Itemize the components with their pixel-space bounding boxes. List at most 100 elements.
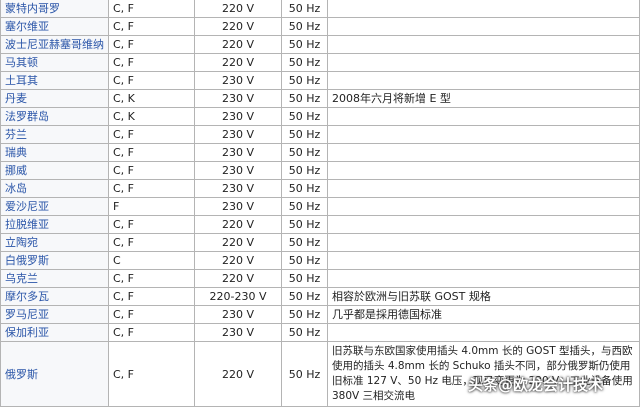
voltage-cell: 220 V — [194, 251, 282, 270]
country-cell: 拉脱维亚 — [0, 215, 109, 234]
country-cell: 摩尔多瓦 — [0, 287, 109, 306]
voltage-cell: 230 V — [194, 71, 282, 90]
note-cell — [327, 53, 640, 72]
frequency-cell: 50 Hz — [281, 71, 328, 90]
voltage-cell: 220 V — [194, 233, 282, 252]
table-row: 瑞典 C, F 230 V 50 Hz — [0, 143, 640, 162]
table-row: 挪威 C, F 230 V 50 Hz — [0, 161, 640, 180]
country-link[interactable]: 拉脱维亚 — [5, 218, 49, 231]
frequency-cell: 50 Hz — [281, 215, 328, 234]
note-cell — [327, 107, 640, 126]
country-link[interactable]: 爱沙尼亚 — [5, 200, 49, 213]
table-row: 塞尔维亚 C, F 220 V 50 Hz — [0, 17, 640, 36]
country-link[interactable]: 波士尼亚赫塞哥维纳 — [5, 38, 104, 51]
table-row: 蒙特内哥罗 C, F 220 V 50 Hz — [0, 0, 640, 18]
plug-type-cell: C, F — [108, 17, 195, 36]
voltage-cell: 230 V — [194, 107, 282, 126]
table-row: 丹麦 C, K 230 V 50 Hz 2008年六月将新增 E 型 — [0, 89, 640, 108]
voltage-cell: 220 V — [194, 341, 282, 407]
country-link[interactable]: 乌克兰 — [5, 272, 38, 285]
voltage-cell: 220-230 V — [194, 287, 282, 306]
country-cell: 立陶宛 — [0, 233, 109, 252]
plug-type-cell: C, F — [108, 71, 195, 90]
country-link[interactable]: 摩尔多瓦 — [5, 290, 49, 303]
table-row: 乌克兰 C, F 220 V 50 Hz — [0, 269, 640, 288]
voltage-cell: 220 V — [194, 35, 282, 54]
table-row: 罗马尼亚 C, F 230 V 50 Hz 几乎都是採用德国标准 — [0, 305, 640, 324]
country-link[interactable]: 丹麦 — [5, 92, 27, 105]
plug-type-cell: C, F — [108, 179, 195, 198]
voltage-cell: 230 V — [194, 197, 282, 216]
country-link[interactable]: 马其顿 — [5, 56, 38, 69]
plug-type-cell: C, F — [108, 143, 195, 162]
frequency-cell: 50 Hz — [281, 89, 328, 108]
country-cell: 俄罗斯 — [0, 341, 109, 407]
table-row: 马其顿 C, F 220 V 50 Hz — [0, 53, 640, 72]
country-link[interactable]: 蒙特内哥罗 — [5, 2, 60, 15]
country-cell: 丹麦 — [0, 89, 109, 108]
country-cell: 土耳其 — [0, 71, 109, 90]
country-cell: 瑞典 — [0, 143, 109, 162]
country-link[interactable]: 俄罗斯 — [5, 367, 38, 381]
country-link[interactable]: 冰岛 — [5, 182, 27, 195]
note-cell: 相容於欧洲与旧苏联 GOST 规格 — [327, 287, 640, 306]
country-link[interactable]: 白俄罗斯 — [5, 254, 49, 267]
plug-type-cell: C, F — [108, 233, 195, 252]
plug-type-cell: F — [108, 197, 195, 216]
table-row: 摩尔多瓦 C, F 220-230 V 50 Hz 相容於欧洲与旧苏联 GOST 规格 — [0, 287, 640, 306]
country-link[interactable]: 立陶宛 — [5, 236, 38, 249]
voltage-cell: 230 V — [194, 161, 282, 180]
country-cell: 保加利亚 — [0, 323, 109, 342]
country-link[interactable]: 罗马尼亚 — [5, 308, 49, 321]
voltage-cell: 230 V — [194, 125, 282, 144]
country-cell: 爱沙尼亚 — [0, 197, 109, 216]
note-cell — [327, 17, 640, 36]
plug-type-cell: C, F — [108, 287, 195, 306]
country-link[interactable]: 挪威 — [5, 164, 27, 177]
voltage-cell: 230 V — [194, 323, 282, 342]
plug-type-cell: C, F — [108, 269, 195, 288]
country-link[interactable]: 芬兰 — [5, 128, 27, 141]
frequency-cell: 50 Hz — [281, 233, 328, 252]
voltage-cell: 230 V — [194, 305, 282, 324]
country-cell: 马其顿 — [0, 53, 109, 72]
country-cell: 乌克兰 — [0, 269, 109, 288]
frequency-cell: 50 Hz — [281, 251, 328, 270]
voltage-cell: 230 V — [194, 143, 282, 162]
country-link[interactable]: 保加利亚 — [5, 326, 49, 339]
country-link[interactable]: 土耳其 — [5, 74, 38, 87]
plug-type-cell: C, K — [108, 89, 195, 108]
table-row: 保加利亚 C, F 230 V 50 Hz — [0, 323, 640, 342]
plug-type-cell: C, F — [108, 0, 195, 18]
plug-type-cell: C, F — [108, 161, 195, 180]
voltage-cell: 220 V — [194, 0, 282, 18]
frequency-cell: 50 Hz — [281, 179, 328, 198]
voltage-cell: 230 V — [194, 179, 282, 198]
frequency-cell: 50 Hz — [281, 35, 328, 54]
table-row: 冰岛 C, F 230 V 50 Hz — [0, 179, 640, 198]
table-row: 爱沙尼亚 F 230 V 50 Hz — [0, 197, 640, 216]
country-link[interactable]: 塞尔维亚 — [5, 20, 49, 33]
note-cell — [327, 233, 640, 252]
note-cell — [327, 71, 640, 90]
table-row: 白俄罗斯 C 220 V 50 Hz — [0, 251, 640, 270]
frequency-cell: 50 Hz — [281, 305, 328, 324]
table-row: 波士尼亚赫塞哥维纳 C, F 220 V 50 Hz — [0, 35, 640, 54]
table-row: 土耳其 C, F 230 V 50 Hz — [0, 71, 640, 90]
voltage-cell: 220 V — [194, 269, 282, 288]
note-cell — [327, 251, 640, 270]
country-link[interactable]: 瑞典 — [5, 146, 27, 159]
voltage-cell: 230 V — [194, 89, 282, 108]
frequency-cell: 50 Hz — [281, 17, 328, 36]
watermark: 头条@欧龙会计技术 — [468, 376, 604, 394]
country-cell: 罗马尼亚 — [0, 305, 109, 324]
frequency-cell: 50 Hz — [281, 143, 328, 162]
note-cell — [327, 161, 640, 180]
table-row: 法罗群岛 C, K 230 V 50 Hz — [0, 107, 640, 126]
country-link[interactable]: 法罗群岛 — [5, 110, 49, 123]
table-row: 拉脱维亚 C, F 220 V 50 Hz — [0, 215, 640, 234]
note-cell — [327, 179, 640, 198]
country-cell: 法罗群岛 — [0, 107, 109, 126]
